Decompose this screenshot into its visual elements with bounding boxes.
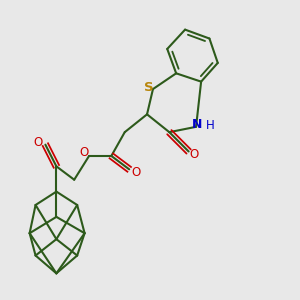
Text: O: O (131, 166, 140, 179)
Text: O: O (189, 148, 199, 161)
Text: O: O (79, 146, 88, 160)
Text: S: S (144, 81, 153, 94)
Text: H: H (206, 119, 215, 132)
Text: O: O (33, 136, 43, 149)
Text: N: N (192, 118, 203, 131)
